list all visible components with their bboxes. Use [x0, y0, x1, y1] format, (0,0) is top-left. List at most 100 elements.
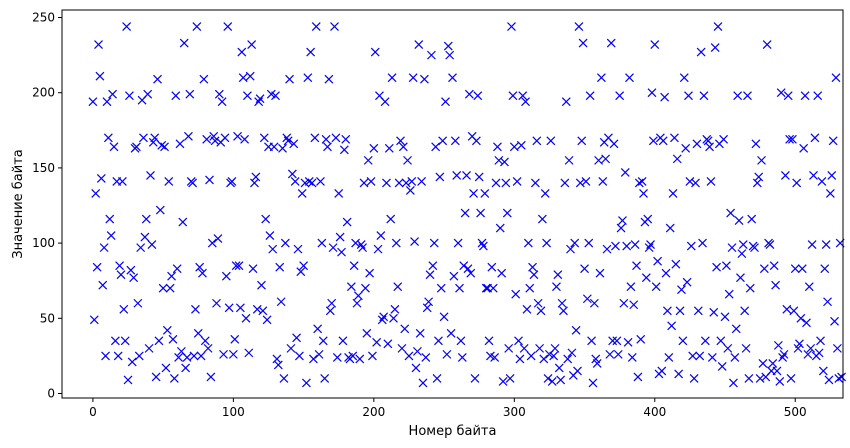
data-point-marker	[443, 41, 453, 51]
data-point-marker	[700, 336, 710, 346]
data-point-marker	[529, 270, 539, 280]
data-point-marker	[567, 348, 577, 358]
data-point-marker	[199, 74, 209, 84]
data-point-marker	[94, 40, 103, 50]
data-point-marker	[362, 328, 372, 338]
data-point-marker	[726, 208, 736, 218]
data-point-marker	[543, 374, 553, 383]
data-point-marker	[712, 262, 722, 272]
data-point-marker	[768, 358, 778, 368]
data-point-marker	[146, 171, 155, 180]
data-point-marker	[466, 268, 476, 278]
data-point-marker	[110, 336, 120, 346]
data-point-marker	[358, 243, 368, 253]
data-point-marker	[117, 177, 127, 186]
data-point-marker	[368, 351, 377, 361]
data-point-marker	[306, 47, 316, 57]
data-point-marker	[740, 306, 750, 316]
data-point-marker	[401, 178, 411, 188]
data-point-marker	[660, 92, 670, 102]
data-point-marker	[428, 261, 438, 271]
data-point-marker	[248, 264, 258, 274]
data-point-marker	[557, 298, 567, 308]
data-point-marker	[790, 264, 800, 274]
data-point-marker	[709, 307, 719, 317]
data-point-marker	[525, 283, 535, 293]
data-point-marker	[116, 270, 126, 280]
data-point-marker	[192, 22, 202, 31]
data-point-marker	[537, 214, 547, 224]
data-point-marker	[471, 136, 481, 146]
data-point-marker	[561, 97, 571, 107]
data-point-marker	[286, 343, 296, 353]
data-point-marker	[670, 133, 679, 143]
data-point-marker	[552, 282, 561, 292]
data-point-marker	[743, 91, 752, 101]
data-point-marker	[762, 40, 772, 50]
data-point-marker	[698, 238, 707, 248]
data-point-marker	[813, 91, 823, 101]
data-point-marker	[563, 354, 573, 364]
data-point-marker	[769, 261, 779, 271]
data-point-marker	[441, 97, 450, 107]
data-point-marker	[730, 352, 740, 362]
data-point-marker	[581, 177, 591, 186]
data-point-marker	[424, 297, 434, 307]
data-point-marker	[682, 277, 692, 287]
data-point-marker	[523, 238, 533, 248]
data-point-marker	[828, 136, 838, 146]
data-point-marker	[320, 374, 330, 383]
data-point-marker	[434, 336, 443, 346]
data-point-marker	[480, 189, 490, 198]
data-point-marker	[497, 268, 507, 278]
data-point-marker	[408, 73, 418, 83]
data-point-marker	[179, 38, 189, 48]
data-point-marker	[349, 261, 359, 271]
data-point-marker	[132, 142, 141, 152]
data-point-marker	[155, 205, 165, 215]
data-point-marker	[255, 94, 265, 104]
data-point-marker	[554, 363, 564, 373]
data-point-marker	[507, 22, 516, 31]
data-point-marker	[394, 178, 404, 188]
data-point-marker	[372, 337, 382, 347]
data-point-marker	[285, 74, 294, 84]
data-point-marker	[228, 349, 238, 359]
data-point-marker	[795, 339, 804, 349]
data-point-marker	[407, 177, 417, 186]
data-point-marker	[330, 22, 339, 31]
data-point-marker	[230, 334, 240, 344]
data-point-marker	[355, 354, 365, 364]
data-point-marker	[129, 273, 139, 283]
data-point-marker	[275, 262, 285, 272]
data-point-marker	[820, 264, 830, 274]
data-point-marker	[747, 214, 757, 224]
data-point-marker	[244, 348, 254, 358]
data-point-marker	[494, 155, 504, 165]
data-point-marker	[346, 282, 356, 292]
data-point-marker	[741, 343, 751, 353]
data-point-marker	[671, 259, 681, 269]
data-point-marker	[321, 134, 331, 144]
data-point-marker	[463, 264, 473, 274]
data-point-marker	[779, 349, 789, 359]
data-point-marker	[162, 325, 172, 335]
data-point-marker	[196, 351, 206, 361]
y-tick-label: 200	[32, 86, 55, 100]
data-point-marker	[210, 136, 220, 146]
data-point-marker	[258, 306, 268, 316]
data-point-marker	[716, 336, 726, 346]
data-point-marker	[202, 134, 212, 144]
data-point-marker	[283, 136, 293, 146]
data-point-marker	[511, 289, 521, 299]
data-point-marker	[754, 172, 764, 182]
data-point-marker	[559, 306, 568, 316]
data-point-marker	[380, 97, 390, 107]
data-point-marker	[588, 378, 598, 388]
data-point-marker	[254, 97, 264, 107]
data-point-marker	[171, 91, 181, 101]
data-point-marker	[411, 363, 421, 373]
data-point-marker	[331, 133, 341, 143]
data-point-marker	[518, 91, 528, 101]
data-point-marker	[445, 50, 455, 60]
